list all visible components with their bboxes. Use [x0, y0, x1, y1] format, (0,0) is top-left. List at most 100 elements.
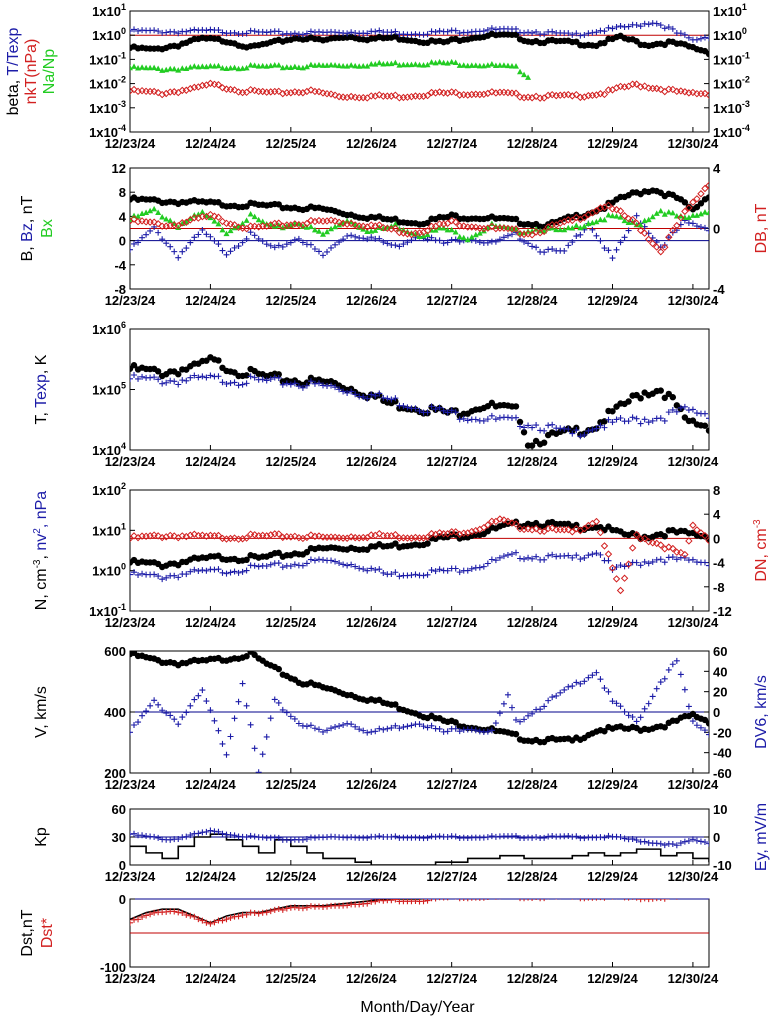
data-point [564, 90, 572, 99]
data-point [685, 703, 692, 710]
data-point [131, 371, 138, 378]
data-point [143, 708, 150, 715]
x-tick-label: 12/27/24 [426, 293, 477, 308]
x-tick-label: 12/25/24 [266, 777, 317, 792]
data-point [444, 728, 451, 735]
data-point [243, 702, 250, 709]
data-point [291, 561, 298, 568]
data-point [633, 837, 640, 844]
data-point [694, 893, 700, 899]
data-point [291, 532, 299, 541]
data-point [645, 700, 652, 707]
data-point [617, 239, 624, 246]
data-point [472, 223, 480, 232]
data-point [653, 243, 661, 251]
data-point [336, 723, 343, 730]
data-point [657, 679, 664, 686]
data-point [227, 248, 234, 255]
data-point [223, 570, 230, 577]
data-point [523, 899, 525, 902]
data-point [424, 571, 431, 578]
data-point [447, 216, 456, 225]
data-point [372, 899, 379, 905]
data-point [348, 232, 355, 239]
x-tick-label: 12/26/24 [346, 615, 397, 630]
data-point [545, 697, 552, 704]
data-point [529, 243, 536, 250]
data-point [163, 908, 170, 915]
data-point [179, 65, 186, 71]
x-tick-label: 12/24/24 [185, 454, 236, 469]
data-point [604, 86, 613, 94]
data-point [681, 550, 689, 559]
y-tick-label: 1x105 [92, 381, 126, 398]
data-point [275, 201, 282, 208]
data-point [489, 893, 495, 899]
data-point [484, 521, 492, 529]
data-point [615, 899, 618, 900]
x-tick-label: 12/24/24 [185, 615, 236, 630]
data-point [628, 215, 637, 224]
data-point [439, 899, 441, 901]
data-point [432, 833, 439, 840]
data-point [545, 552, 552, 559]
data-point [356, 726, 363, 733]
x-tick-label: 12/28/24 [507, 136, 558, 151]
data-point [187, 27, 194, 34]
y2-tick-label: -4 [713, 282, 725, 297]
data-point [163, 216, 170, 222]
data-point [661, 211, 668, 217]
data-point [179, 377, 186, 384]
data-point [701, 34, 708, 41]
data-point [657, 85, 665, 94]
data-point [247, 373, 254, 380]
data-point [673, 221, 681, 230]
data-point [697, 838, 704, 845]
y2-axis-label: DV6, km/s [753, 675, 770, 749]
data-point [592, 517, 601, 526]
data-point [524, 525, 532, 533]
data-point [243, 567, 250, 574]
data-point [455, 899, 457, 900]
panel-temperature: 1x104 1x105 1x106 12/23/24 12/24/24 12/25/24 1… [33, 320, 719, 469]
data-point [159, 236, 166, 243]
data-point [267, 561, 274, 568]
x-axis-title: Month/Day/Year [360, 999, 475, 1016]
data-point [468, 565, 475, 572]
data-point [183, 377, 190, 384]
data-point [219, 64, 226, 71]
data-point [392, 221, 399, 227]
data-point [476, 728, 483, 735]
data-point [569, 683, 576, 690]
series-ey [130, 827, 709, 849]
data-point [320, 231, 326, 237]
data-point [199, 208, 206, 215]
data-point [275, 834, 282, 841]
data-point [131, 569, 138, 576]
data-point [230, 86, 239, 94]
data-point [404, 239, 411, 246]
data-point [496, 515, 504, 523]
data-point [155, 834, 162, 841]
data-point [131, 63, 138, 69]
data-point [595, 899, 597, 901]
data-point [340, 561, 347, 568]
data-point [686, 893, 692, 899]
data-point [131, 240, 138, 247]
data-point [203, 698, 210, 705]
data-point [512, 730, 520, 738]
data-point [564, 525, 572, 534]
data-point [548, 524, 556, 532]
data-point [367, 221, 375, 229]
data-point [243, 653, 250, 660]
data-point [672, 899, 674, 900]
data-point [340, 388, 347, 395]
data-point [637, 714, 644, 721]
data-point [553, 692, 560, 699]
data-point [179, 714, 186, 721]
data-point [235, 569, 242, 576]
data-point [356, 224, 363, 230]
data-point [701, 559, 708, 566]
data-layer [130, 354, 709, 449]
data-point [449, 893, 455, 899]
